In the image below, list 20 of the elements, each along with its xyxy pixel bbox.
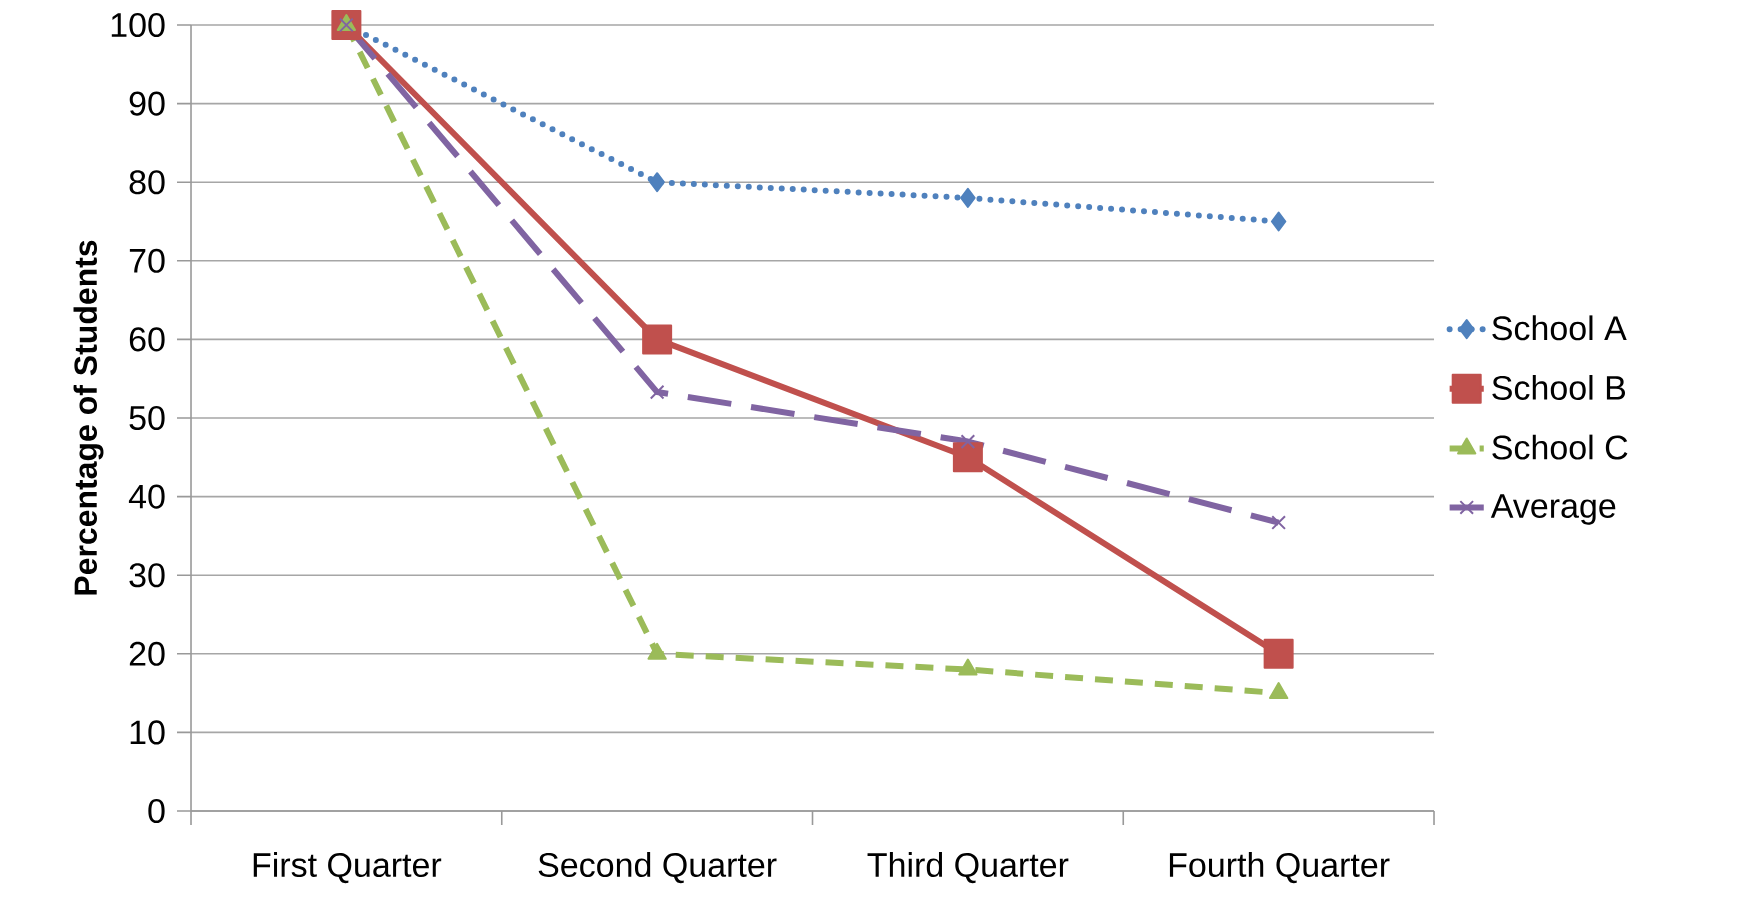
y-tick-label: 80 — [129, 170, 165, 195]
x-tick-label: Third Quarter — [867, 852, 1069, 884]
y-tick-label: 0 — [148, 798, 165, 824]
x-tick-label: First Quarter — [253, 852, 442, 884]
legend-label: School A — [1492, 315, 1627, 341]
y-tick-label: 100 — [111, 12, 165, 38]
y-tick-label: 10 — [130, 720, 165, 745]
y-tick-label: 30 — [129, 563, 165, 588]
legend-label: Average — [1490, 494, 1616, 525]
x-tick-label: Second Quarter — [538, 852, 777, 884]
y-tick-label: 50 — [129, 405, 165, 431]
y-axis-title: Percentage of Students — [73, 240, 104, 595]
y-tick-label: 90 — [129, 91, 165, 116]
y-tick-label: 70 — [129, 248, 165, 273]
legend-label: School C — [1492, 434, 1628, 460]
x-tick-label: Fourth Quarter — [1169, 852, 1390, 884]
y-tick-label: 40 — [128, 484, 165, 509]
legend-label: School B — [1492, 375, 1626, 400]
y-tick-label: 20 — [129, 641, 165, 666]
y-tick-label: 60 — [129, 327, 165, 352]
